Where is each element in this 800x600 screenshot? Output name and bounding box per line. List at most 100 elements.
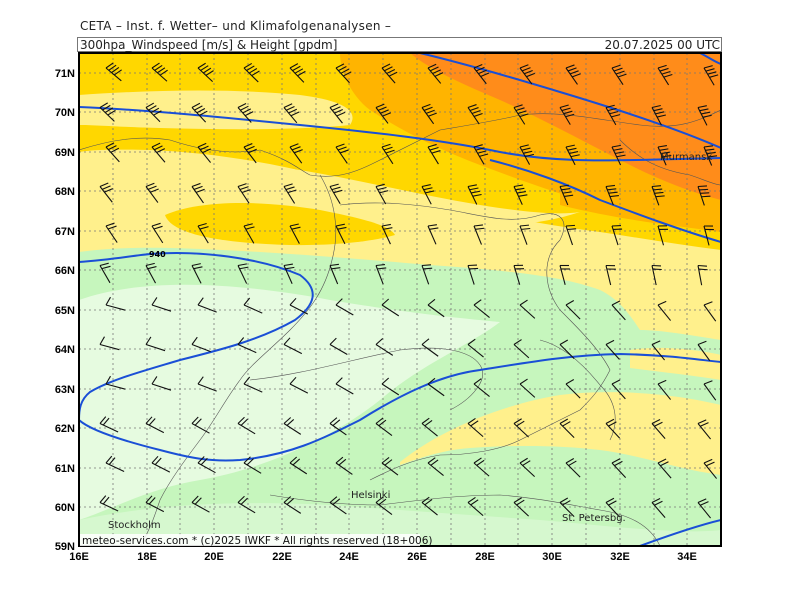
wind-barb-feather [605, 497, 615, 503]
wind-barb-feather [108, 145, 117, 151]
wind-barb-feather [605, 418, 615, 424]
wind-barb-feather [329, 337, 337, 345]
wind-barb-feather [521, 227, 531, 230]
wind-barb [99, 186, 113, 203]
wind-barb-feather [240, 105, 249, 111]
wind-barb [329, 344, 348, 355]
wind-barb-feather [243, 223, 253, 227]
contour-label: 940 [149, 250, 166, 259]
wind-barb [605, 344, 620, 360]
wind-barb-feather [383, 227, 393, 230]
wind-barb-feather [613, 67, 623, 72]
wind-barb [151, 304, 172, 312]
wind-barb-feather [659, 67, 669, 72]
wind-barb-feather [429, 227, 439, 230]
wind-barb-feather [99, 102, 108, 108]
wind-barb-feather [151, 142, 161, 148]
wind-barb-feather [423, 187, 433, 191]
wind-barb-feather [524, 69, 533, 75]
wind-barb-feather [199, 110, 208, 116]
wind-barb [611, 304, 626, 321]
wind-barb [611, 67, 624, 85]
wind-barb [375, 107, 389, 124]
wind-barb [605, 423, 621, 439]
wind-barb [289, 383, 309, 394]
wind-barb-feather [519, 113, 529, 118]
wind-barb-feather [427, 143, 437, 148]
wind-barb-feather [473, 63, 483, 69]
wind-barb-feather [205, 70, 214, 76]
wind-barb-feather [427, 377, 436, 385]
wind-barb-feather [697, 185, 708, 188]
wind-barb-feather [200, 145, 209, 151]
wind-barb [559, 344, 575, 360]
wind-barb-feather [102, 185, 111, 190]
wind-barb-feather [239, 186, 249, 191]
wind-barb-feather [519, 457, 528, 464]
wind-barb [237, 343, 257, 354]
wind-barb [335, 462, 353, 475]
wind-barb-feather [380, 109, 389, 114]
height-contour-ne [419, 53, 721, 149]
wind-barb-feather [338, 458, 347, 466]
wind-barb [197, 304, 217, 313]
height-contour-corner [699, 53, 721, 65]
wind-barb-feather [565, 113, 575, 118]
wind-barb [151, 462, 171, 473]
wind-barb-feather [294, 149, 303, 154]
lon-label: 28E [475, 551, 495, 563]
city-helsinki: Helsinki [351, 490, 390, 501]
wind-barb [329, 502, 347, 515]
wind-barb-feather [108, 457, 116, 465]
wind-barb-feather [107, 225, 117, 230]
height-contours [79, 53, 721, 546]
wind-barb [191, 343, 211, 353]
wind-barb-feather [608, 500, 617, 506]
wind-barb [697, 186, 705, 206]
wind-barb [513, 423, 530, 438]
wind-barb-feather [473, 224, 483, 227]
wind-barb-feather [432, 69, 441, 75]
wind-barb-feather [657, 379, 667, 385]
wind-barb-feather [559, 418, 569, 424]
wind-barb-feather [513, 339, 522, 345]
wind-barb-feather [105, 296, 111, 306]
wind-barb-feather [611, 458, 621, 464]
wind-barb-feather [381, 298, 390, 306]
lat-label: 67N [55, 226, 75, 238]
wind-barb-feather [336, 111, 346, 117]
wind-barb-feather [706, 461, 715, 467]
wind-barb [289, 304, 309, 315]
wind-barb-feather [251, 70, 260, 77]
wind-barb-feather [237, 183, 247, 188]
wind-barb [191, 186, 204, 204]
wind-barb [335, 225, 346, 245]
wind-barb-feather [283, 103, 293, 108]
lat-label: 70N [55, 107, 75, 119]
wind-barb [105, 462, 125, 472]
copyright-footer: meteo-services.com * (c)2025 IWKF * All … [82, 535, 433, 547]
wind-barb-feather [243, 143, 253, 148]
wind-barb [519, 383, 536, 398]
wind-barb [513, 107, 526, 125]
wind-barb [519, 146, 531, 165]
wind-barb [191, 423, 210, 434]
wind-barb-feather [699, 188, 709, 191]
wind-barb-feather [110, 147, 120, 153]
wind-barb-feather [470, 499, 479, 506]
wind-barb-feather [429, 146, 439, 151]
wind-barb [703, 304, 717, 322]
wind-barb-feather [191, 182, 201, 188]
wind-barb-feather [329, 496, 338, 503]
wind-barb-feather [421, 184, 431, 188]
wind-barb [329, 423, 347, 436]
wind-barb-feather [561, 107, 571, 112]
wind-barb [565, 67, 578, 85]
wind-barb-feather [285, 186, 295, 191]
wind-barb-feather [605, 104, 615, 109]
wind-barb-feather [559, 339, 569, 345]
wind-barb-feather [194, 418, 202, 426]
wind-barb-feather [105, 222, 115, 227]
wind-barb-feather [614, 460, 623, 467]
wind-barb-feather [385, 149, 395, 154]
